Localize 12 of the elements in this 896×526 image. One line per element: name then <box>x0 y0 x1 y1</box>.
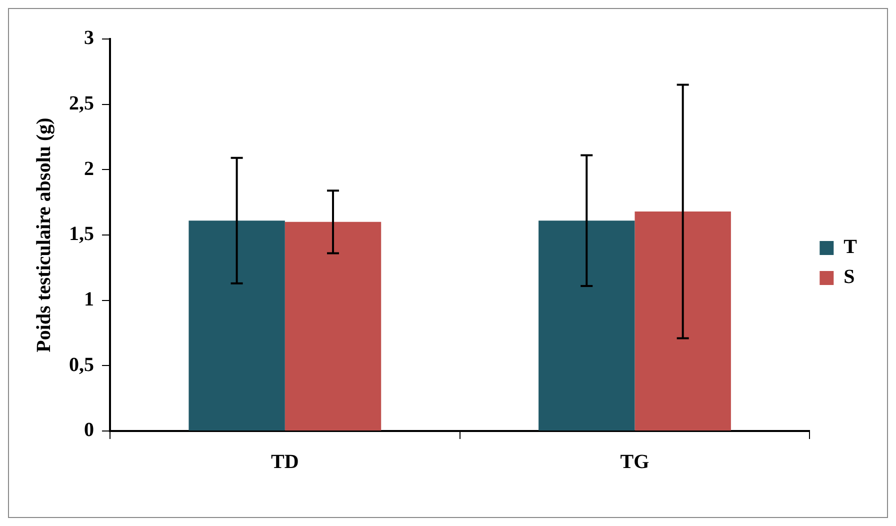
y-tick-label: 0 <box>84 419 94 442</box>
y-axis-title: Poids testiculaire absolu (g) <box>33 118 56 352</box>
y-tick-label: 1 <box>84 288 94 311</box>
x-tick-label: TD <box>271 451 299 474</box>
x-tick-label: TG <box>620 451 650 474</box>
y-tick-label: 2 <box>84 158 94 180</box>
y-tick-label: 1,5 <box>69 223 94 246</box>
y-tick-label: 3 <box>84 27 94 50</box>
y-tick-label: 0,5 <box>69 354 94 376</box>
y-tick-label: 2,5 <box>69 92 94 115</box>
legend-label: T <box>844 236 858 258</box>
legend-label: S <box>844 266 855 288</box>
